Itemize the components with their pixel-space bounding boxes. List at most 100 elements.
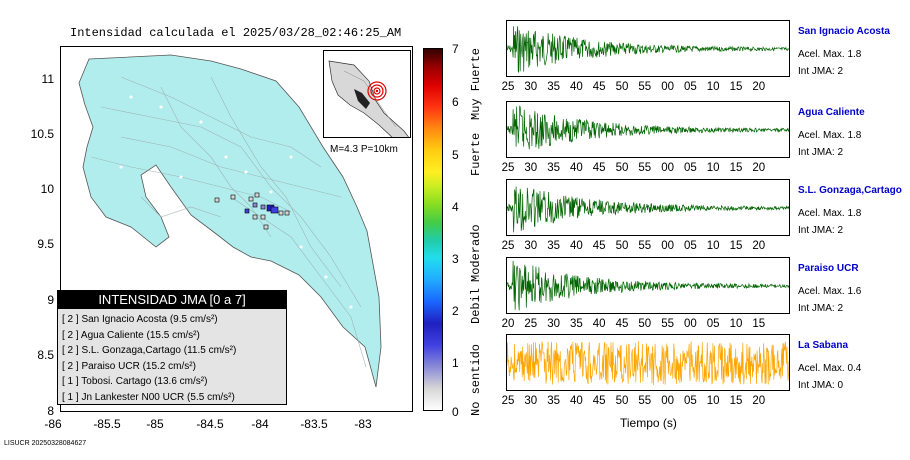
time-tick-label: 55 xyxy=(638,81,652,93)
map-xtick: -83 xyxy=(354,417,372,431)
time-tick-label: 25 xyxy=(524,318,538,330)
time-tick-label: 55 xyxy=(638,240,652,252)
time-tick-label: 10 xyxy=(706,240,720,252)
time-tick-label: 05 xyxy=(706,318,720,330)
location-dots xyxy=(119,95,353,309)
time-tick-label: 35 xyxy=(547,81,560,93)
time-tick-label: 15 xyxy=(729,81,743,93)
time-tick-label: 35 xyxy=(547,395,560,407)
legend-item: [ 1 ] Jn Lankester N00 UCR (5.5 cm/s²) xyxy=(62,391,235,403)
time-tick-label: 40 xyxy=(569,395,583,407)
time-tick-label: 10 xyxy=(706,395,720,407)
colorbar-tick: 6 xyxy=(452,95,459,109)
waveform-panel[interactable] xyxy=(506,101,790,158)
time-tick-label: 55 xyxy=(661,318,674,330)
time-tick-label: 50 xyxy=(615,162,629,174)
colorbar-category: Fuerte xyxy=(469,132,483,176)
time-tick-label: 50 xyxy=(615,395,629,407)
time-tick-label: 10 xyxy=(729,318,743,330)
time-tick-label: 25 xyxy=(501,162,515,174)
station-max-accel: Acel. Max. 1.8 xyxy=(798,49,862,60)
colorbar-category: Debil xyxy=(469,287,483,324)
waveform-panel[interactable] xyxy=(506,334,790,391)
legend-item: [ 2 ] San Ignacio Acosta (9.5 cm/s²) xyxy=(62,314,218,325)
time-tick-label: 35 xyxy=(569,318,583,330)
colorbar-category: Muy Fuerte xyxy=(469,47,483,120)
time-tick-label: 10 xyxy=(706,162,720,174)
time-tick-label: 20 xyxy=(752,162,766,174)
time-tick-label: 20 xyxy=(752,81,766,93)
colorbar-tick: 0 xyxy=(452,405,459,419)
time-tick-label: 30 xyxy=(524,240,538,252)
time-tick-label: 35 xyxy=(547,240,560,252)
time-tick-label: 05 xyxy=(683,240,697,252)
waveform-panel[interactable] xyxy=(506,257,790,314)
map-xtick: -83.5 xyxy=(300,417,328,431)
station-jma-intensity: Int JMA: 2 xyxy=(798,66,844,77)
colorbar-category: No sentido xyxy=(469,343,483,416)
report-id: LISUCR 20250328084627 xyxy=(4,440,87,447)
time-tick-label: 05 xyxy=(683,81,697,93)
time-tick-label: 45 xyxy=(592,240,606,252)
time-tick-label: 15 xyxy=(729,395,743,407)
time-tick-label: 45 xyxy=(592,162,606,174)
map-ytick: 9 xyxy=(47,293,54,307)
time-tick-label: 50 xyxy=(638,318,652,330)
time-tick-label: 05 xyxy=(683,395,697,407)
legend-item: [ 2 ] Agua Caliente (15.5 cm/s²) xyxy=(62,329,200,341)
time-tick-label: 20 xyxy=(501,318,515,330)
legend-item: [ 2 ] S.L. Gonzaga,Cartago (11.5 cm/s²) xyxy=(62,345,237,356)
colorbar-category: Moderado xyxy=(469,224,483,282)
time-tick-label: 15 xyxy=(729,162,743,174)
station-max-accel: Acel. Max. 0.4 xyxy=(798,363,862,374)
time-tick-label: 40 xyxy=(569,81,583,93)
time-tick-label: 00 xyxy=(661,162,674,174)
colorbar-tick: 7 xyxy=(452,42,459,56)
station-markers xyxy=(214,192,290,230)
time-tick-label: 40 xyxy=(569,240,583,252)
map-ytick: 11 xyxy=(41,72,54,86)
station-name[interactable]: S.L. Gonzaga,Cartago xyxy=(798,185,902,196)
time-tick-label: 35 xyxy=(547,162,560,174)
waveform-trace xyxy=(507,341,789,386)
event-magnitude-label: M=4.3 P=10km xyxy=(330,144,398,155)
station-jma-intensity: Int JMA: 2 xyxy=(798,147,844,158)
legend-title: INTENSIDAD JMA [0 a 7] xyxy=(58,291,286,309)
station-name[interactable]: La Sabana xyxy=(798,340,849,351)
time-tick-label: 45 xyxy=(615,318,629,330)
map-ytick: 8.5 xyxy=(37,348,54,362)
colorbar-tick: 3 xyxy=(452,252,459,266)
legend-item: [ 1 ] Tobosi. Cartago (13.6 cm/s²) xyxy=(62,376,208,387)
time-tick-label: 40 xyxy=(569,162,583,174)
time-tick-label: 00 xyxy=(661,395,674,407)
station-name[interactable]: Paraiso UCR xyxy=(798,263,859,274)
intensity-colorbar xyxy=(423,48,443,411)
road-network xyxy=(90,76,367,368)
map-xtick: -85.5 xyxy=(93,417,121,431)
colorbar-tick: 4 xyxy=(452,200,459,214)
time-tick-label: 55 xyxy=(638,162,652,174)
time-tick-label: 45 xyxy=(592,395,606,407)
map-xtick: -86 xyxy=(44,417,62,431)
time-tick-label: 15 xyxy=(729,240,743,252)
time-tick-label: 10 xyxy=(706,81,720,93)
station-name[interactable]: San Ignacio Acosta xyxy=(798,26,890,37)
map-xtick: -84.5 xyxy=(196,417,224,431)
time-tick-label: 40 xyxy=(592,318,606,330)
station-max-accel: Acel. Max. 1.6 xyxy=(798,286,862,297)
time-tick-label: 20 xyxy=(752,240,766,252)
waveform-panel[interactable] xyxy=(506,179,790,236)
time-tick-label: 20 xyxy=(752,395,766,407)
station-jma-intensity: Int JMA: 2 xyxy=(798,225,844,236)
colorbar-tick: 5 xyxy=(452,148,459,162)
map-ytick: 10 xyxy=(40,182,54,196)
time-tick-label: 55 xyxy=(638,395,652,407)
waveform-trace xyxy=(507,105,789,150)
time-tick-label: 30 xyxy=(524,395,538,407)
costa-rica-map xyxy=(78,54,382,388)
colorbar-tick: 2 xyxy=(452,304,459,318)
waveform-panel[interactable] xyxy=(506,20,790,77)
station-max-accel: Acel. Max. 1.8 xyxy=(798,130,862,141)
time-tick-label: 25 xyxy=(501,81,515,93)
station-name[interactable]: Agua Caliente xyxy=(798,107,865,118)
